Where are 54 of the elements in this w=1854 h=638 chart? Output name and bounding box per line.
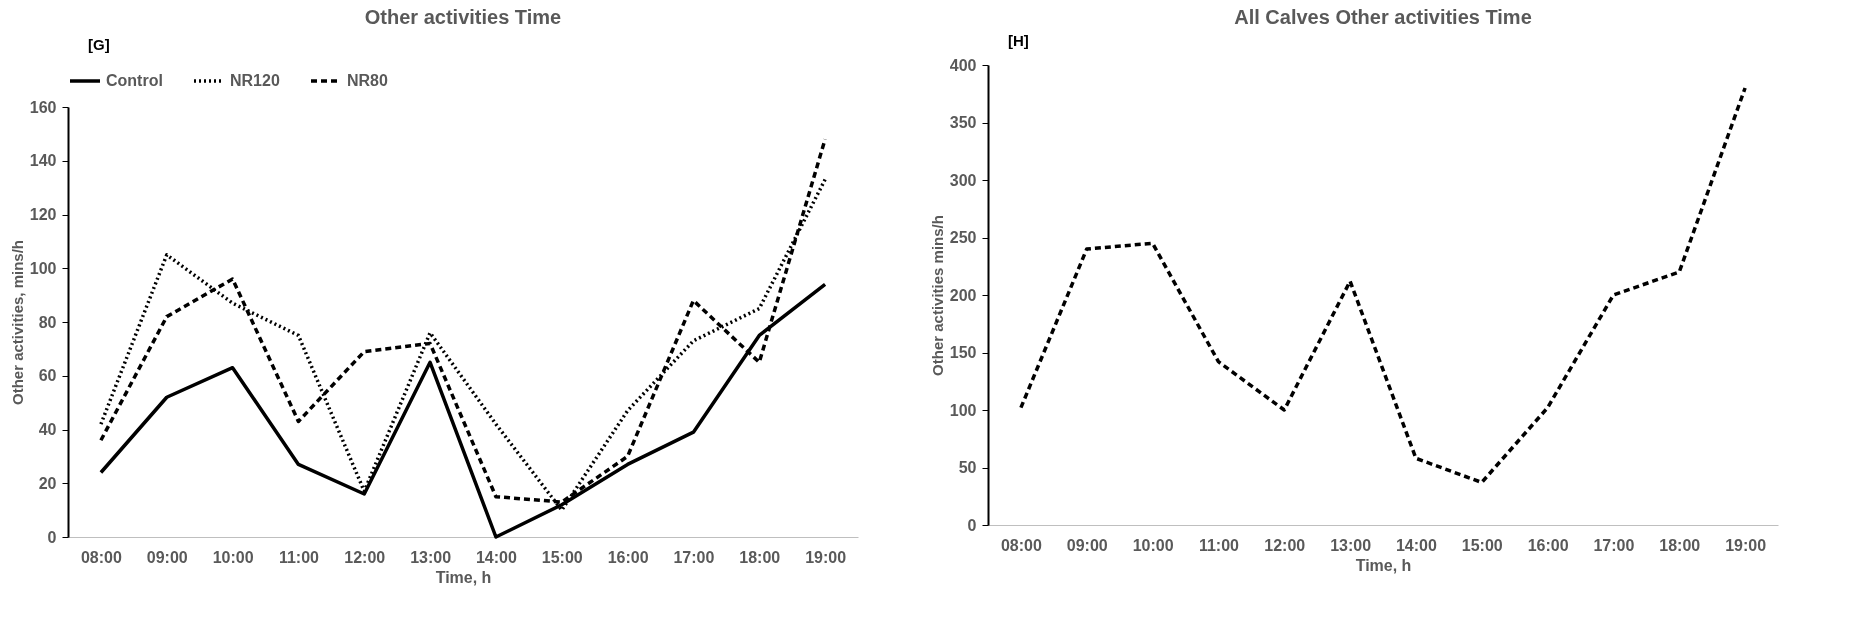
x-tick-label: 19:00 (805, 548, 847, 566)
y-tick-label: 40 (38, 421, 57, 438)
x-tick-label: 18:00 (739, 548, 781, 566)
legend-label: Control (106, 72, 163, 89)
x-tick-label: 17:00 (673, 548, 715, 566)
x-axis-title: Time, h (1355, 556, 1412, 574)
x-tick-label: 14:00 (475, 548, 517, 566)
x-tick-label: 17:00 (1593, 536, 1635, 554)
y-tick-label: 0 (967, 516, 977, 534)
x-tick-label: 16:00 (1527, 536, 1569, 554)
y-tick-label: 200 (949, 286, 977, 304)
x-tick-label: 11:00 (278, 548, 320, 566)
x-tick-label: 19:00 (1725, 536, 1767, 554)
y-tick-label: 250 (949, 229, 977, 246)
y-tick-label: 150 (949, 344, 977, 361)
x-tick-label: 08:00 (1000, 536, 1042, 554)
y-tick-label: 300 (949, 171, 977, 189)
x-tick-label: 15:00 (541, 548, 583, 566)
legend-label: NR80 (347, 72, 389, 89)
y-tick-label: 80 (38, 313, 57, 331)
x-tick-label: 10:00 (1132, 536, 1174, 554)
y-tick-label: 140 (29, 152, 57, 170)
x-tick-label: 11:00 (1198, 536, 1240, 554)
y-tick-label: 100 (29, 259, 57, 277)
x-tick-label: 09:00 (1066, 536, 1108, 554)
legend-label: NR120 (230, 72, 280, 89)
y-tick-label: 350 (949, 114, 977, 131)
x-axis-title: Time, h (435, 568, 492, 586)
y-tick-label: 50 (958, 459, 977, 476)
line-series (1019, 86, 1747, 485)
x-tick-label: 13:00 (1330, 536, 1372, 554)
x-tick-label: 10:00 (212, 548, 254, 566)
y-tick-label: 100 (949, 401, 977, 419)
x-tick-label: 12:00 (1264, 536, 1306, 554)
y-axis-title: Other activities, mins/h (8, 239, 26, 406)
text: [H] (1008, 32, 1029, 49)
x-tick-label: 09:00 (146, 548, 188, 566)
x-tick-label: 13:00 (410, 548, 452, 566)
chart-title: All Calves Other activities Time (1234, 6, 1532, 28)
x-tick-label: 15:00 (1461, 536, 1503, 554)
chart-title: Other activities Time (364, 6, 562, 28)
y-tick-label: 160 (29, 98, 57, 116)
y-tick-label: 20 (38, 474, 57, 492)
y-tick-label: 0 (47, 528, 57, 546)
x-tick-label: 16:00 (607, 548, 649, 566)
y-axis-title: Other activities mins/h (928, 215, 946, 376)
y-tick-label: 400 (949, 56, 977, 74)
y-tick-label: 120 (29, 206, 57, 223)
y-tick-label: 60 (38, 367, 57, 385)
x-tick-label: 18:00 (1659, 536, 1701, 554)
x-tick-label: 12:00 (344, 548, 386, 566)
x-tick-label: 08:00 (80, 548, 122, 566)
x-tick-label: 14:00 (1395, 536, 1437, 554)
text: [G] (88, 36, 110, 53)
